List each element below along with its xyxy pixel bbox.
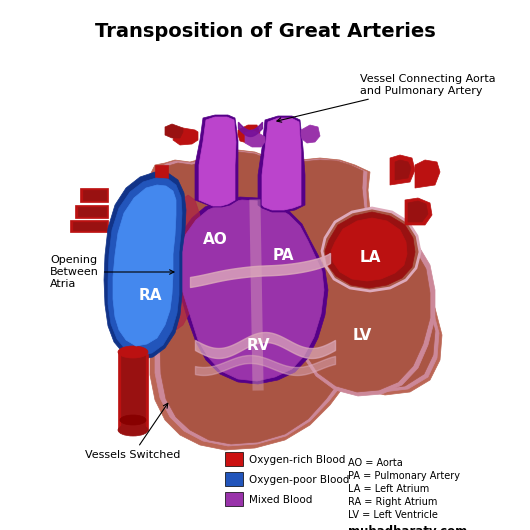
Polygon shape: [140, 150, 442, 450]
Polygon shape: [70, 220, 108, 232]
Text: LV = Left Ventricle: LV = Left Ventricle: [348, 510, 438, 520]
Text: LA = Left Atrium: LA = Left Atrium: [348, 484, 429, 494]
Text: PA = Pulmonary Artery: PA = Pulmonary Artery: [348, 471, 460, 481]
Text: Mixed Blood: Mixed Blood: [249, 495, 312, 505]
Polygon shape: [73, 222, 106, 230]
FancyBboxPatch shape: [225, 472, 243, 486]
Text: LA: LA: [359, 251, 381, 266]
Polygon shape: [104, 172, 186, 360]
Polygon shape: [75, 205, 108, 218]
Polygon shape: [121, 355, 145, 428]
Polygon shape: [331, 218, 407, 281]
Text: muhadharaty.com: muhadharaty.com: [348, 525, 467, 530]
Polygon shape: [173, 128, 198, 145]
Polygon shape: [262, 118, 301, 210]
Polygon shape: [164, 195, 200, 330]
Ellipse shape: [120, 415, 146, 425]
Text: LV: LV: [352, 328, 372, 342]
Text: RA = Right Atrium: RA = Right Atrium: [348, 497, 437, 507]
FancyBboxPatch shape: [225, 492, 243, 506]
Polygon shape: [302, 234, 430, 392]
FancyBboxPatch shape: [225, 452, 243, 466]
Ellipse shape: [118, 424, 148, 436]
Polygon shape: [199, 117, 236, 206]
Polygon shape: [113, 185, 176, 346]
Text: Vessel Connecting Aorta
and Pulmonary Artery: Vessel Connecting Aorta and Pulmonary Ar…: [277, 74, 496, 122]
Polygon shape: [165, 124, 183, 138]
Polygon shape: [408, 201, 428, 222]
Polygon shape: [108, 178, 182, 356]
Text: RV: RV: [246, 338, 270, 352]
Text: Oxygen-poor Blood: Oxygen-poor Blood: [249, 475, 349, 485]
Polygon shape: [301, 125, 320, 143]
Polygon shape: [78, 207, 106, 216]
Text: RA: RA: [138, 287, 162, 303]
Polygon shape: [195, 115, 238, 207]
Polygon shape: [146, 151, 439, 446]
Polygon shape: [152, 152, 435, 444]
Polygon shape: [176, 200, 324, 381]
Polygon shape: [118, 352, 148, 430]
Polygon shape: [258, 116, 305, 212]
Polygon shape: [390, 155, 415, 185]
Text: Vessels Switched: Vessels Switched: [85, 403, 180, 460]
Text: Opening
Between
Atria: Opening Between Atria: [50, 255, 174, 289]
Polygon shape: [83, 190, 106, 200]
Polygon shape: [238, 125, 260, 143]
Polygon shape: [80, 188, 108, 202]
Text: AO = Aorta: AO = Aorta: [348, 458, 403, 468]
Polygon shape: [405, 198, 432, 225]
Polygon shape: [155, 165, 168, 178]
Text: AO: AO: [202, 233, 227, 248]
Polygon shape: [395, 160, 411, 180]
Polygon shape: [298, 228, 435, 396]
Polygon shape: [172, 197, 328, 384]
Polygon shape: [325, 212, 415, 288]
Text: Transposition of Great Arteries: Transposition of Great Arteries: [95, 22, 435, 41]
Polygon shape: [322, 208, 420, 291]
Polygon shape: [245, 130, 265, 147]
Text: PA: PA: [272, 248, 294, 262]
Polygon shape: [415, 160, 440, 188]
Ellipse shape: [118, 346, 148, 358]
Text: Oxygen-rich Blood: Oxygen-rich Blood: [249, 455, 346, 465]
